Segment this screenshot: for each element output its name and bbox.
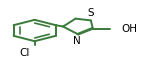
Text: N: N <box>73 36 80 46</box>
Text: S: S <box>88 8 94 18</box>
Text: OH: OH <box>121 24 137 34</box>
Text: Cl: Cl <box>19 48 29 58</box>
